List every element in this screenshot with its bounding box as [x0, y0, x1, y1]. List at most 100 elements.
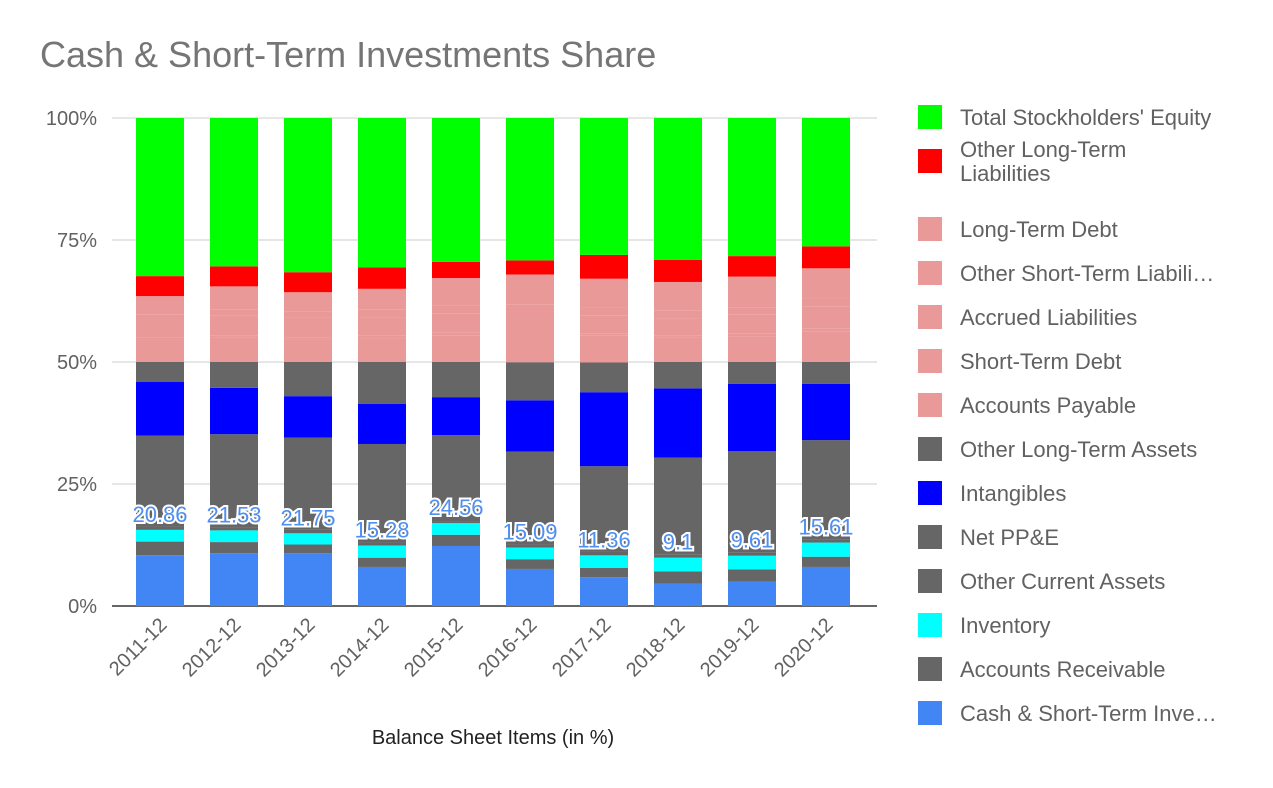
- legend-swatch: [918, 569, 942, 593]
- data-label: 20.86: [132, 502, 187, 527]
- bar-segment: [358, 335, 406, 339]
- bar-segment: [284, 292, 332, 312]
- data-label: 21.75: [280, 505, 335, 530]
- bar-segment: [802, 268, 850, 299]
- bar-segment: [728, 555, 776, 570]
- bar-segment: [654, 557, 702, 572]
- bar-segment: [802, 306, 850, 329]
- legend-swatch: [918, 217, 942, 241]
- data-label: 9.1: [663, 530, 694, 555]
- chart-title: Cash & Short-Term Investments Share: [40, 34, 657, 75]
- legend-label: Long-Term Debt: [960, 217, 1118, 242]
- bar-segment: [728, 314, 776, 334]
- bar-segment: [802, 539, 850, 543]
- legend-swatch: [918, 437, 942, 461]
- bar-segment: [728, 362, 776, 384]
- bar-segment: [580, 307, 628, 316]
- bar-segment: [358, 309, 406, 318]
- bar-segment: [654, 554, 702, 558]
- bar-segment: [580, 392, 628, 467]
- bar-segment: [136, 314, 184, 321]
- bar-segment: [210, 335, 258, 338]
- bar-segment: [654, 335, 702, 338]
- bar-segment: [654, 571, 702, 584]
- bar-segment: [506, 559, 554, 569]
- bar-segment: [802, 118, 850, 247]
- legend-swatch: [918, 701, 942, 725]
- bar-segment: [802, 542, 850, 557]
- bar-segment: [728, 307, 776, 315]
- bar-segment: [432, 435, 480, 522]
- bar-segment: [432, 523, 480, 535]
- legend-swatch: [918, 305, 942, 329]
- data-label: 9.61: [731, 528, 774, 553]
- bar-segment: [580, 333, 628, 336]
- bar-segment: [432, 313, 480, 333]
- y-tick-label: 50%: [57, 352, 97, 374]
- bar-segment: [506, 547, 554, 560]
- bar-segment: [728, 581, 776, 606]
- legend-swatch: [918, 481, 942, 505]
- bar-segment: [210, 315, 258, 336]
- bar-segment: [432, 118, 480, 262]
- x-tick-label: 2016-12: [474, 614, 541, 681]
- bar-segment: [284, 437, 332, 530]
- bar-segment: [580, 568, 628, 578]
- y-tick-label: 0%: [68, 596, 97, 618]
- bar-segment: [432, 332, 480, 336]
- bar-segment: [580, 278, 628, 308]
- bar-segment: [358, 338, 406, 362]
- bar-segment: [432, 521, 480, 524]
- legend-swatch: [918, 261, 942, 285]
- y-tick-label: 25%: [57, 474, 97, 496]
- data-label: 15.09: [502, 519, 557, 544]
- legend-label: Accounts Payable: [960, 393, 1136, 418]
- bar-segment: [728, 451, 776, 553]
- bar-segment: [580, 466, 628, 552]
- bar-segment: [506, 311, 554, 333]
- bar-segment: [136, 382, 184, 436]
- bar-segment: [432, 545, 480, 606]
- bar-segment: [284, 272, 332, 293]
- bar-segment: [136, 276, 184, 297]
- x-tick-label: 2017-12: [548, 614, 615, 681]
- bar-segment: [358, 443, 406, 543]
- bar-segment: [802, 331, 850, 362]
- bar-segment: [506, 400, 554, 452]
- bar-segment: [358, 566, 406, 606]
- legend-swatch: [918, 525, 942, 549]
- bar-segment: [284, 362, 332, 397]
- bar-segment: [580, 254, 628, 279]
- bar-segment: [358, 362, 406, 404]
- legend-swatch: [918, 657, 942, 681]
- bar-segment: [284, 317, 332, 338]
- bar-segment: [802, 440, 850, 540]
- bar-segment: [136, 435, 184, 527]
- legend-label: Cash & Short-Term Inve…: [960, 701, 1217, 726]
- bar-segment: [432, 305, 480, 314]
- bar-segment: [654, 337, 702, 362]
- bar-segment: [728, 256, 776, 277]
- bar-segment: [136, 526, 184, 530]
- bar-segment: [432, 362, 480, 398]
- bar-segment: [580, 335, 628, 363]
- bar-segment: [802, 556, 850, 567]
- legend-label: Other Long-Term Assets: [960, 437, 1197, 462]
- bar-segment: [580, 577, 628, 606]
- bar-segment: [136, 296, 184, 315]
- legend-swatch: [918, 349, 942, 373]
- legend-swatch: [918, 393, 942, 417]
- bar-segment: [358, 557, 406, 567]
- bar-segment: [802, 328, 850, 332]
- bar-segment: [210, 266, 258, 287]
- bar-segment: [284, 339, 332, 362]
- bar-segment: [284, 544, 332, 554]
- y-tick-label: 75%: [57, 230, 97, 252]
- data-label: 11.36: [577, 527, 630, 552]
- bar-segment: [284, 529, 332, 534]
- bar-segment: [210, 542, 258, 554]
- bar-segment: [654, 457, 702, 555]
- bar-segment: [506, 568, 554, 606]
- bar-segment: [802, 362, 850, 384]
